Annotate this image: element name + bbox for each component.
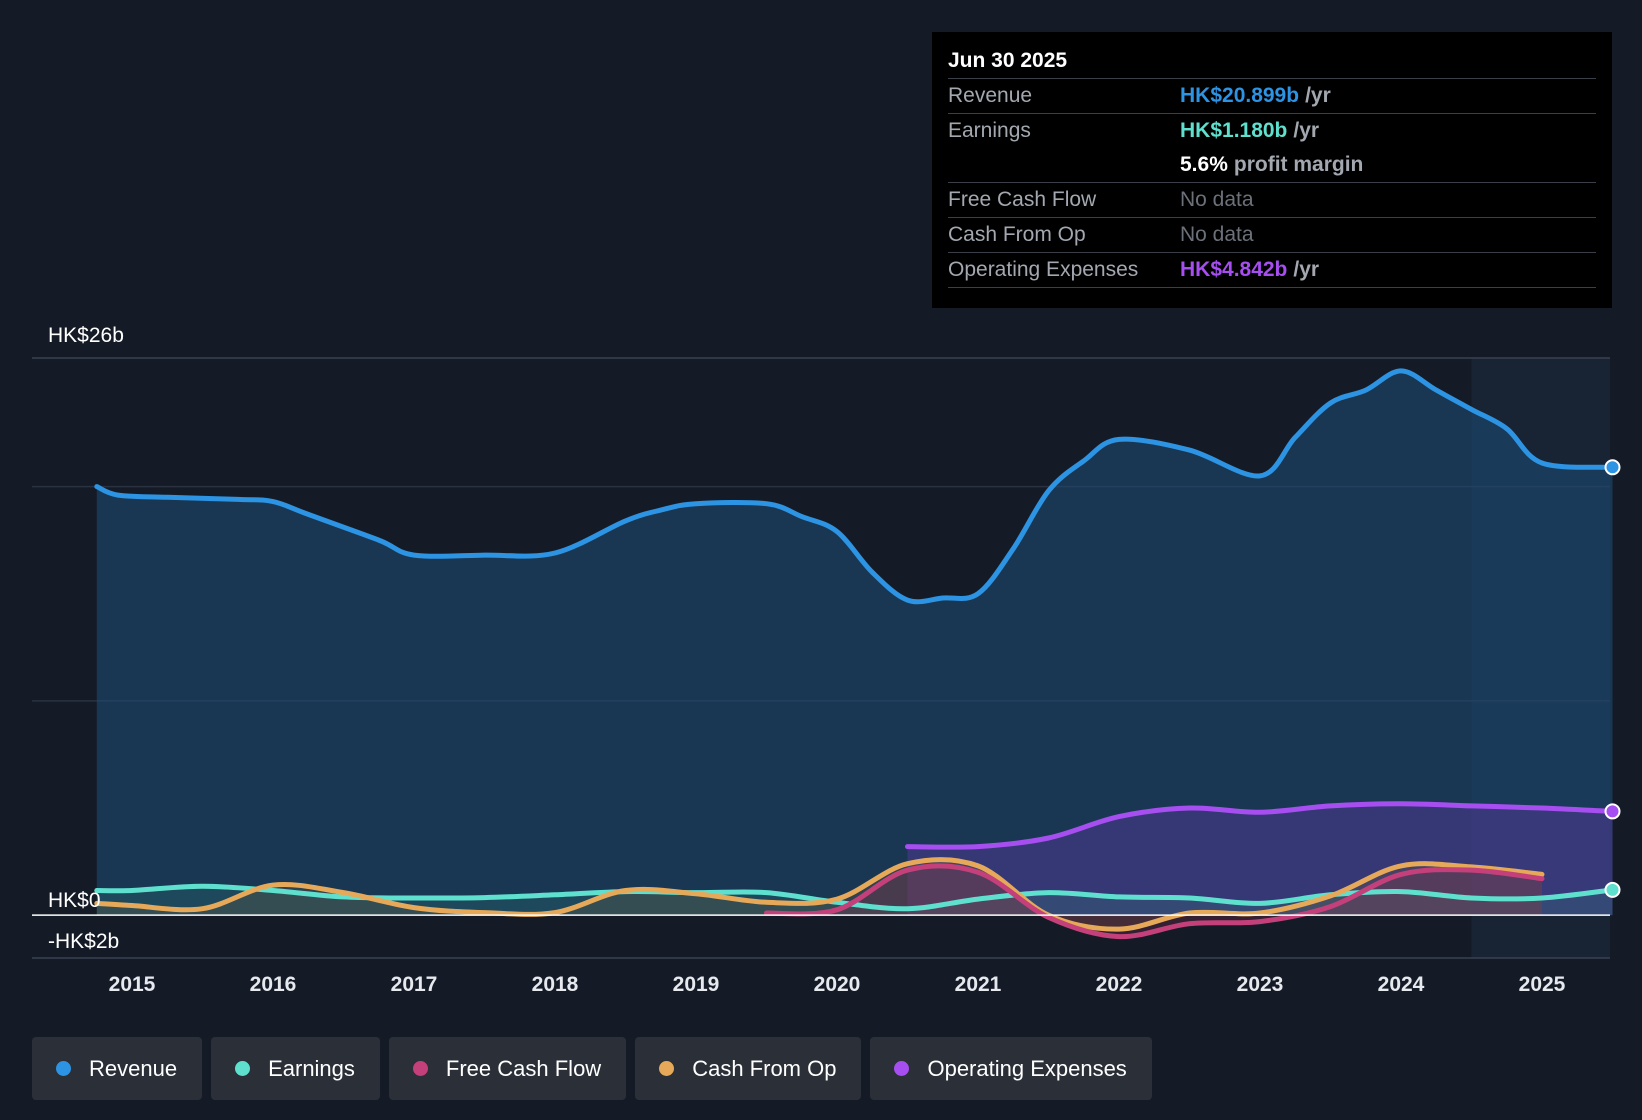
earnings-end-marker	[1604, 881, 1621, 898]
tooltip-opex-value: HK$4.842b	[1180, 258, 1288, 281]
operating-expenses-end-marker	[1604, 803, 1621, 820]
legend-earnings[interactable]: Earnings	[211, 1037, 380, 1100]
x-tick-label: 2016	[250, 973, 297, 996]
tooltip-row-fcf: Free Cash Flow No data	[948, 182, 1596, 217]
legend: Revenue Earnings Free Cash Flow Cash Fro…	[32, 1037, 1152, 1100]
legend-dot-icon	[412, 1061, 428, 1076]
tooltip-fcf-value: No data	[1180, 188, 1254, 211]
earnings-area	[96, 886, 1613, 916]
tooltip-opex-label: Operating Expenses	[948, 258, 1139, 281]
tooltip-earnings-label: Earnings	[948, 119, 1031, 142]
tooltip-margin-value: 5.6%	[1180, 153, 1228, 176]
revenue-end-marker	[1604, 459, 1621, 476]
y-axis-bottom-label: -HK$2b	[48, 930, 119, 953]
legend-revenue[interactable]: Revenue	[32, 1037, 203, 1100]
earnings-line	[94, 883, 1615, 912]
x-tick-label: 2018	[532, 973, 579, 996]
revenue-area	[96, 370, 1613, 916]
tooltip-date: Jun 30 2025	[948, 49, 1068, 72]
x-axis-ticks: 2015 2016 2017 2018 2019 2020 2021 2022 2023 2024…	[109, 973, 1566, 996]
x-tick-label: 2017	[391, 973, 438, 996]
legend-label: Operating Expenses	[927, 1055, 1127, 1081]
tooltip-panel: Jun 30 2025 Revenue HK$20.899b /yr Earni…	[932, 32, 1612, 308]
tooltip-row-earnings: Earnings HK$1.180b /yr	[948, 113, 1596, 148]
end-markers	[1604, 459, 1621, 898]
tooltip-earnings-unit: /yr	[1293, 119, 1320, 142]
x-tick-label: 2025	[1519, 973, 1566, 996]
legend-cash-from-op[interactable]: Cash From Op	[635, 1037, 862, 1100]
legend-free-cash-flow[interactable]: Free Cash Flow	[388, 1037, 627, 1100]
y-axis-top-label: HK$26b	[48, 324, 124, 347]
legend-label: Earnings	[268, 1055, 355, 1081]
tooltip-row-margin: 5.6% profit margin	[948, 148, 1596, 182]
tooltip-margin-text: profit margin	[1233, 153, 1364, 176]
legend-label: Free Cash Flow	[445, 1055, 602, 1081]
series-areas	[96, 370, 1613, 937]
tooltip-fcf-label: Free Cash Flow	[948, 188, 1097, 211]
legend-label: Revenue	[89, 1055, 178, 1081]
free-cash-flow-area	[766, 865, 1542, 937]
legend-dot-icon	[235, 1061, 251, 1076]
tooltip-row-revenue: Revenue HK$20.899b /yr	[948, 78, 1596, 113]
tooltip-revenue-value: HK$20.899b	[1180, 84, 1300, 107]
tooltip-row-opex: Operating Expenses HK$4.842b /yr	[948, 252, 1596, 288]
free-cash-flow-line	[764, 863, 1545, 940]
chart-canvas: HK$26b HK$0 -HK$2b 2015 2016 2017 2018 2019 2…	[32, 324, 1621, 996]
series-lines	[94, 368, 1615, 940]
tooltip-opex-unit: /yr	[1293, 258, 1320, 281]
x-tick-label: 2020	[814, 973, 861, 996]
legend-operating-expenses[interactable]: Operating Expenses	[870, 1037, 1152, 1100]
tooltip-cfo-value: No data	[1180, 223, 1254, 246]
legend-dot-icon	[894, 1061, 910, 1076]
revenue-line	[94, 368, 1615, 605]
legend-label: Cash From Op	[692, 1055, 837, 1081]
tooltip-cfo-label: Cash From Op	[948, 223, 1086, 246]
operating-expenses-line	[905, 801, 1615, 850]
legend-dot-icon	[56, 1061, 71, 1076]
x-tick-label: 2023	[1237, 973, 1284, 996]
cash-from-op-line	[94, 857, 1545, 932]
y-axis-zero-label: HK$0	[48, 889, 101, 912]
x-tick-label: 2019	[673, 973, 720, 996]
legend-dot-icon	[659, 1061, 675, 1076]
x-tick-label: 2021	[955, 973, 1002, 996]
x-tick-label: 2022	[1096, 973, 1143, 996]
x-tick-label: 2015	[109, 973, 156, 996]
tooltip-revenue-label: Revenue	[948, 84, 1033, 107]
x-tick-label: 2024	[1378, 973, 1425, 996]
tooltip-row-cfo: Cash From Op No data	[948, 217, 1596, 252]
operating-expenses-area	[907, 803, 1613, 916]
tooltip-revenue-unit: /yr	[1305, 84, 1331, 107]
tooltip-earnings-value: HK$1.180b	[1180, 119, 1288, 142]
